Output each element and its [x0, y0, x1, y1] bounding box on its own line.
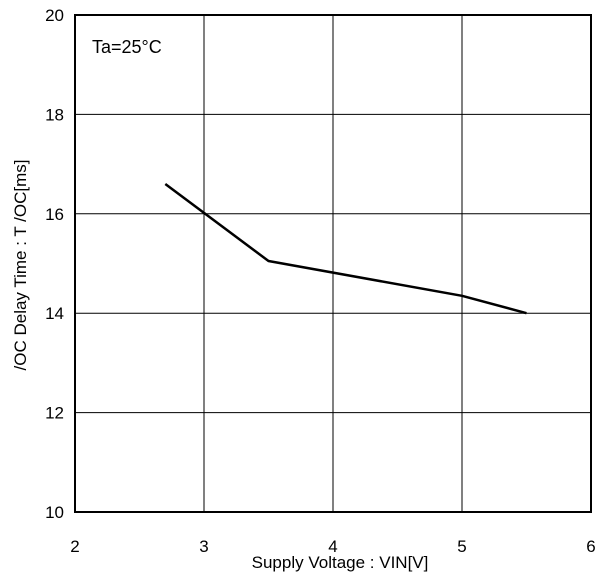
plot-frame — [74, 14, 592, 513]
y-tick-label: 18 — [45, 105, 64, 124]
grid-lines — [75, 15, 591, 512]
y-tick-label: 14 — [45, 304, 64, 323]
x-tick-label: 5 — [457, 537, 466, 556]
x-tick-label: 3 — [199, 537, 208, 556]
y-tick-label: 12 — [45, 404, 64, 423]
x-tick-labels: 2 3 4 5 6 — [70, 537, 595, 556]
x-tick-label: 2 — [70, 537, 79, 556]
x-axis-label: Supply Voltage : VIN[V] — [252, 553, 429, 572]
series-line-0 — [164, 182, 527, 315]
series-group — [164, 182, 527, 315]
temperature-annotation: Ta=25°C — [92, 37, 162, 57]
y-tick-label: 20 — [45, 6, 64, 25]
y-tick-label: 10 — [45, 503, 64, 522]
y-tick-labels: 10 12 14 16 18 20 — [45, 6, 64, 522]
x-tick-label: 4 — [328, 537, 337, 556]
y-axis-label: /OC Delay Time : T /OC[ms] — [11, 160, 30, 371]
y-tick-label: 16 — [45, 205, 64, 224]
x-tick-label: 6 — [586, 537, 595, 556]
